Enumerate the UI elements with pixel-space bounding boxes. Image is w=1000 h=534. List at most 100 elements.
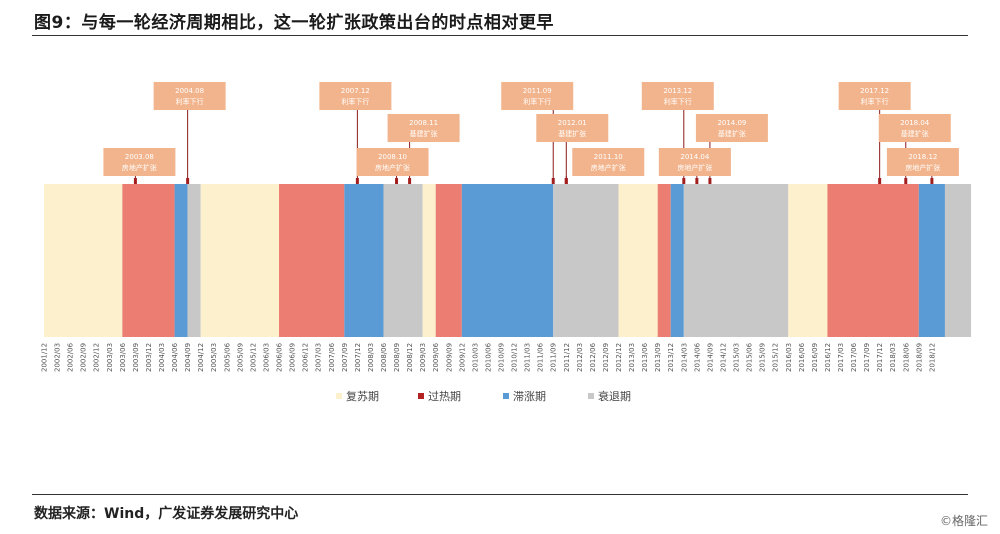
x-tick-2015-03: 2015/03 — [733, 343, 741, 372]
x-tick-2005-03: 2005/03 — [210, 343, 218, 372]
callout-date-13: 2018.12 — [908, 153, 937, 161]
callout-label-1: 利率下行 — [176, 97, 204, 106]
phase-band-7 — [383, 184, 423, 337]
x-tick-2014-12: 2014/12 — [719, 343, 727, 372]
callout-box-11 — [838, 82, 911, 110]
x-tick-2008-09: 2008/09 — [393, 343, 401, 372]
phase-band-3 — [187, 184, 201, 337]
legend-swatch-2 — [503, 393, 509, 399]
callout-marker-2 — [355, 178, 359, 184]
x-tick-2013-03: 2013/03 — [628, 343, 636, 372]
x-tick-2007-12: 2007/12 — [354, 343, 362, 372]
x-tick-2010-12: 2010/12 — [511, 343, 519, 372]
legend-swatch-1 — [418, 393, 424, 399]
x-tick-2013-12: 2013/12 — [667, 343, 675, 372]
phase-band-14 — [670, 184, 684, 337]
x-tick-2004-09: 2004/09 — [184, 343, 192, 372]
x-tick-2006-12: 2006/12 — [302, 343, 310, 372]
callout-marker-13 — [930, 178, 934, 184]
callout-date-0: 2003.08 — [125, 153, 154, 161]
callout-marker-4 — [395, 178, 399, 184]
watermark: ©格隆汇 — [939, 514, 988, 528]
x-tick-2005-06: 2005/06 — [223, 342, 231, 372]
chart-title: 图9：与每一轮经济周期相比，这一轮扩张政策出台的时点相对更早 — [34, 13, 554, 33]
legend-label-3: 衰退期 — [598, 389, 631, 403]
callout-marker-7 — [564, 178, 568, 184]
x-tick-2008-06: 2008/06 — [380, 342, 388, 372]
x-tick-2010-06: 2010/06 — [484, 342, 492, 372]
phase-band-19 — [944, 184, 972, 337]
x-tick-2011-09: 2011/09 — [550, 343, 558, 372]
callout-date-10: 2014.04 — [680, 153, 709, 161]
x-tick-2011-12: 2011/12 — [563, 343, 571, 372]
x-tick-labels: 2001/12 2002/03 2002/06 2002/09 2002/12 2003/… — [41, 342, 937, 372]
x-tick-2003-06: 2003/06 — [119, 342, 127, 372]
callout-box-1 — [153, 82, 226, 110]
phase-band-17 — [827, 184, 919, 337]
callout-box-8 — [641, 82, 714, 110]
phase-band-18 — [918, 184, 945, 337]
callout-marker-9 — [708, 178, 712, 184]
callout-label-13: 房地产扩张 — [905, 163, 940, 172]
x-tick-2011-06: 2011/06 — [537, 342, 545, 372]
x-tick-2017-09: 2017/09 — [863, 343, 871, 372]
callout-date-9: 2014.09 — [717, 119, 746, 127]
callout-date-4: 2008.10 — [378, 153, 407, 161]
callout-box-10 — [658, 148, 731, 176]
x-tick-2008-12: 2008/12 — [406, 343, 414, 372]
phase-band-2 — [174, 184, 188, 337]
phase-band-11 — [553, 184, 619, 337]
x-tick-2003-12: 2003/12 — [145, 343, 153, 372]
x-tick-2004-06: 2004/06 — [171, 342, 179, 372]
x-tick-2006-06: 2006/06 — [276, 342, 284, 372]
phase-band-16 — [788, 184, 828, 337]
phase-band-9 — [435, 184, 462, 337]
x-tick-2004-03: 2004/03 — [158, 343, 166, 372]
x-tick-2004-12: 2004/12 — [197, 343, 205, 372]
x-tick-2018-06: 2018/06 — [902, 342, 910, 372]
callout-label-12: 基建扩张 — [901, 129, 929, 138]
callout-box-9 — [695, 114, 768, 142]
callout-box-3 — [387, 114, 460, 142]
x-tick-2012-03: 2012/03 — [576, 343, 584, 372]
callout-label-3: 基建扩张 — [410, 129, 438, 138]
x-tick-2007-06: 2007/06 — [328, 342, 336, 372]
callout-date-1: 2004.08 — [175, 87, 204, 95]
x-tick-2015-06: 2015/06 — [746, 342, 754, 372]
x-tick-2015-12: 2015/12 — [772, 343, 780, 372]
callout-marker-10 — [695, 178, 699, 184]
callout-date-3: 2008.11 — [409, 119, 438, 127]
callout-date-2: 2007.12 — [341, 87, 370, 95]
callout-label-2: 利率下行 — [341, 97, 369, 106]
callout-label-6: 基建扩张 — [558, 129, 586, 138]
x-tick-2016-09: 2016/09 — [811, 343, 819, 372]
x-tick-2011-03: 2011/03 — [524, 343, 532, 372]
source-divider — [32, 494, 968, 495]
phase-band-12 — [618, 184, 658, 337]
x-tick-2018-12: 2018/12 — [928, 343, 936, 372]
title-divider — [32, 35, 968, 36]
x-tick-2014-06: 2014/06 — [693, 342, 701, 372]
callout-date-6: 2012.01 — [558, 119, 587, 127]
x-tick-2013-09: 2013/09 — [654, 343, 662, 372]
x-tick-2017-06: 2017/06 — [850, 342, 858, 372]
legend-label-0: 复苏期 — [346, 389, 379, 403]
x-tick-2007-09: 2007/09 — [341, 343, 349, 372]
callout-box-4 — [356, 148, 429, 176]
x-tick-2003-03: 2003/03 — [106, 343, 114, 372]
x-tick-2005-12: 2005/12 — [249, 343, 257, 372]
x-tick-2009-12: 2009/12 — [458, 343, 466, 372]
callout-date-12: 2018.04 — [900, 119, 929, 127]
callout-label-9: 基建扩张 — [718, 129, 746, 138]
callout-marker-8 — [682, 178, 686, 184]
callout-label-8: 利率下行 — [664, 97, 692, 106]
x-tick-2007-03: 2007/03 — [315, 343, 323, 372]
x-tick-2002-09: 2002/09 — [80, 343, 88, 372]
callout-label-10: 房地产扩张 — [677, 163, 712, 172]
x-tick-2009-06: 2009/06 — [432, 342, 440, 372]
x-tick-2013-06: 2013/06 — [641, 342, 649, 372]
phase-band-6 — [344, 184, 384, 337]
phase-band-10 — [461, 184, 554, 337]
phase-band-13 — [657, 184, 671, 337]
